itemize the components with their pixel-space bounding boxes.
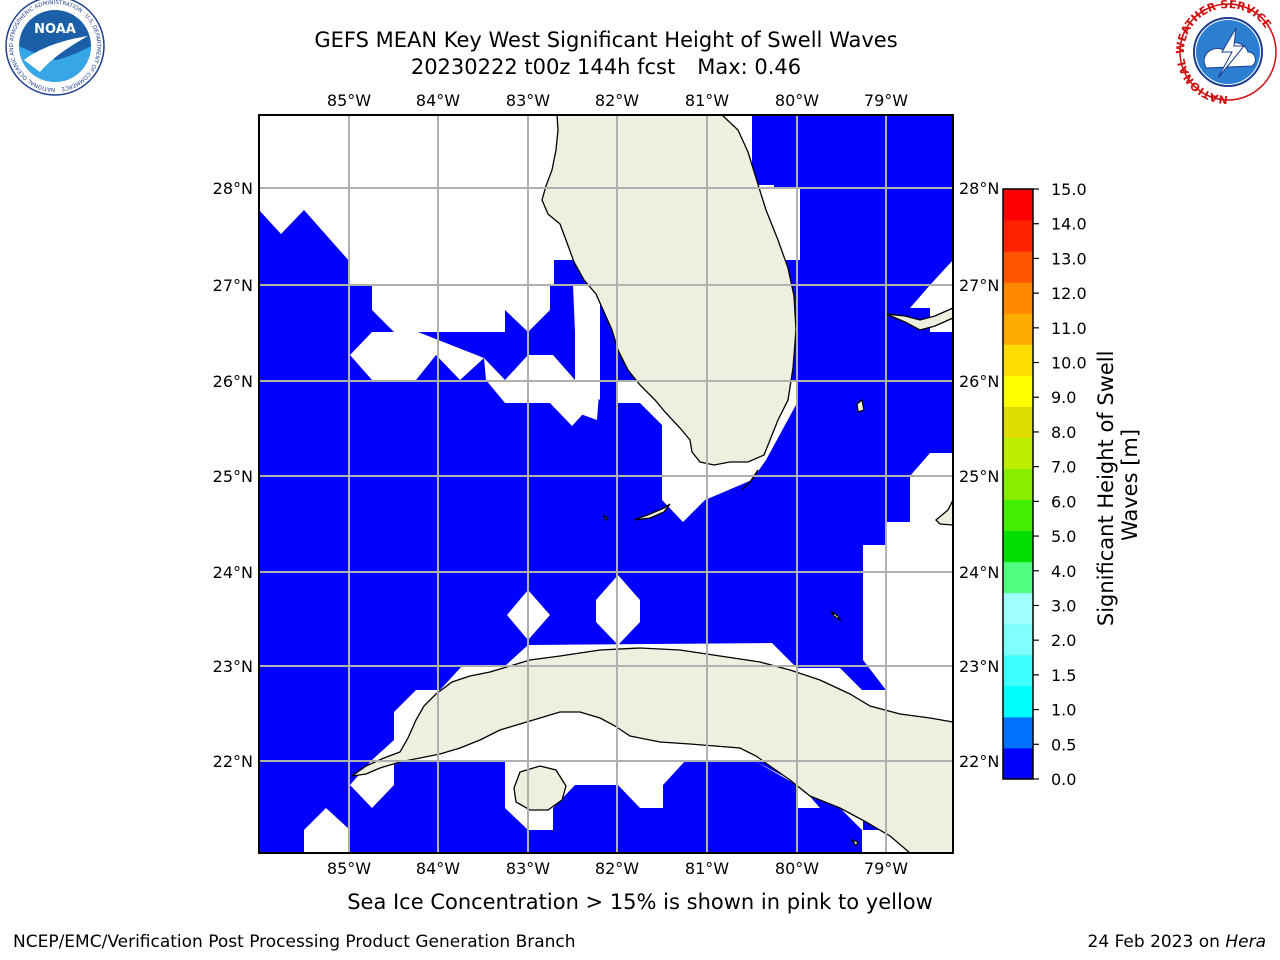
florida-land bbox=[541, 115, 797, 466]
colorbar-tick-label: 1.5 bbox=[1051, 666, 1076, 685]
colorbar-swatch bbox=[1003, 623, 1033, 656]
colorbar-swatch bbox=[1003, 189, 1033, 221]
lon-label: 80°W bbox=[775, 859, 819, 878]
lon-label: 79°W bbox=[864, 91, 908, 110]
max-label: Max: 0.46 bbox=[697, 55, 802, 79]
lon-labels-bottom: 85°W 84°W 83°W 82°W 81°W 80°W 79°W bbox=[327, 859, 908, 878]
colorbar-swatch bbox=[1003, 592, 1033, 625]
lon-label: 80°W bbox=[775, 91, 819, 110]
colorbar-label: Significant Height of Swell Waves [m] bbox=[1094, 344, 1142, 626]
lon-label: 83°W bbox=[506, 91, 550, 110]
cuba-land bbox=[351, 647, 953, 853]
forecast-label: 20230222 t00z 144h fcst bbox=[410, 55, 676, 79]
colorbar-tick-label: 3.0 bbox=[1051, 596, 1076, 615]
colorbar-tick-label: 14.0 bbox=[1051, 215, 1087, 234]
colorbar: 0.0 0.5 1.0 1.5 2.0 3.0 4.0 5.0 6.0 7.0 8.0 9.0 10.0… bbox=[1002, 180, 1087, 789]
chart-title: GEFS MEAN Key West Significant Height of… bbox=[314, 28, 898, 52]
colorbar-tick-label: 15.0 bbox=[1051, 180, 1087, 199]
colorbar-swatch bbox=[1003, 685, 1033, 718]
colorbar-swatch bbox=[1003, 313, 1033, 345]
colorbar-tick-label: 0.0 bbox=[1051, 770, 1076, 789]
colorbar-tick-label: 13.0 bbox=[1051, 249, 1087, 268]
florida-keys bbox=[633, 503, 671, 521]
colorbar-swatch bbox=[1003, 220, 1033, 252]
colorbar-swatch bbox=[1003, 747, 1033, 780]
footer-date: 24 Feb 2023 on Hera bbox=[1088, 932, 1266, 952]
colorbar-swatch bbox=[1003, 654, 1033, 687]
colorbar-swatch bbox=[1003, 499, 1033, 532]
lon-labels-top: 85°W 84°W 83°W 82°W 81°W 80°W 79°W bbox=[327, 91, 908, 110]
colorbar-tick-label: 2.0 bbox=[1051, 631, 1076, 650]
colorbar-frame bbox=[1002, 188, 1034, 780]
colorbar-tick-label: 9.0 bbox=[1051, 388, 1076, 407]
lon-label: 83°W bbox=[506, 859, 550, 878]
lat-label: 23°N bbox=[213, 657, 253, 676]
noaa-logo-text: NOAA bbox=[34, 22, 76, 37]
colorbar-label-line2: Waves [m] bbox=[1118, 429, 1142, 541]
lat-label: 27°N bbox=[213, 276, 253, 295]
colorbar-tick-label: 4.0 bbox=[1051, 562, 1076, 581]
colorbar-label-line1: Significant Height of Swell bbox=[1094, 351, 1118, 627]
footer-machine: Hera bbox=[1225, 932, 1266, 952]
lat-label: 26°N bbox=[959, 372, 999, 391]
chart-subtitle: 20230222 t00z 144h fcst Max: 0.46 bbox=[200, 54, 1012, 80]
lat-label: 26°N bbox=[213, 372, 253, 391]
colorbar-swatch bbox=[1003, 716, 1033, 749]
colorbar-tick-label: 1.0 bbox=[1051, 701, 1076, 720]
noaa-logo: NATIONAL OCEANIC AND ATMOSPHERIC ADMINIS… bbox=[5, 0, 105, 96]
colorbar-swatch bbox=[1003, 406, 1033, 438]
colorbar-swatch bbox=[1003, 468, 1033, 501]
lat-label: 28°N bbox=[213, 179, 253, 198]
colorbar-swatch bbox=[1003, 344, 1033, 376]
footer-branch: NCEP/EMC/Verification Post Processing Pr… bbox=[13, 932, 576, 952]
colorbar-swatch bbox=[1003, 530, 1033, 563]
colorbar-swatch bbox=[1003, 561, 1033, 594]
colorbar-tick-label: 7.0 bbox=[1051, 458, 1076, 477]
lat-label: 23°N bbox=[959, 657, 999, 676]
lat-label: 27°N bbox=[959, 276, 999, 295]
colorbar-swatch bbox=[1003, 437, 1033, 469]
lon-label: 85°W bbox=[327, 91, 371, 110]
lat-label: 25°N bbox=[213, 467, 253, 486]
colorbar-tick-label: 6.0 bbox=[1051, 492, 1076, 511]
lat-labels-right: 28°N 27°N 26°N 25°N 24°N 23°N 22°N bbox=[959, 179, 999, 771]
colorbar-tick-label: 5.0 bbox=[1051, 527, 1076, 546]
colorbar-tick-label: 0.5 bbox=[1051, 735, 1076, 754]
lat-labels-left: 28°N 27°N 26°N 25°N 24°N 23°N 22°N bbox=[213, 179, 253, 771]
colorbar-tick-label: 11.0 bbox=[1051, 319, 1087, 338]
footer-date-text: 24 Feb 2023 on bbox=[1087, 932, 1220, 952]
lat-label: 28°N bbox=[959, 179, 999, 198]
lat-label: 24°N bbox=[959, 563, 999, 582]
lon-label: 81°W bbox=[685, 859, 729, 878]
nws-logo: NATIONAL WEATHER SERVICE bbox=[1174, 0, 1277, 106]
map-frame bbox=[258, 114, 954, 854]
colorbar-swatch bbox=[1003, 282, 1033, 314]
colorbar-tick-label: 12.0 bbox=[1051, 284, 1087, 303]
lon-label: 82°W bbox=[595, 859, 639, 878]
colorbar-tick-label: 8.0 bbox=[1051, 423, 1076, 442]
colorbar-swatch bbox=[1003, 251, 1033, 283]
lon-label: 82°W bbox=[595, 91, 639, 110]
sea-ice-note: Sea Ice Concentration > 15% is shown in … bbox=[347, 890, 933, 914]
lat-label: 22°N bbox=[959, 752, 999, 771]
lon-label: 84°W bbox=[416, 91, 460, 110]
lat-label: 24°N bbox=[213, 563, 253, 582]
lon-label: 85°W bbox=[327, 859, 371, 878]
colorbar-swatch bbox=[1003, 375, 1033, 407]
lon-label: 79°W bbox=[864, 859, 908, 878]
lat-label: 22°N bbox=[213, 752, 253, 771]
lon-label: 81°W bbox=[685, 91, 729, 110]
lon-label: 84°W bbox=[416, 859, 460, 878]
colorbar-tick-label: 10.0 bbox=[1051, 354, 1087, 373]
isle-of-youth bbox=[513, 765, 567, 811]
graticule bbox=[259, 115, 953, 853]
lat-label: 25°N bbox=[959, 467, 999, 486]
bahamas-land bbox=[885, 307, 953, 331]
